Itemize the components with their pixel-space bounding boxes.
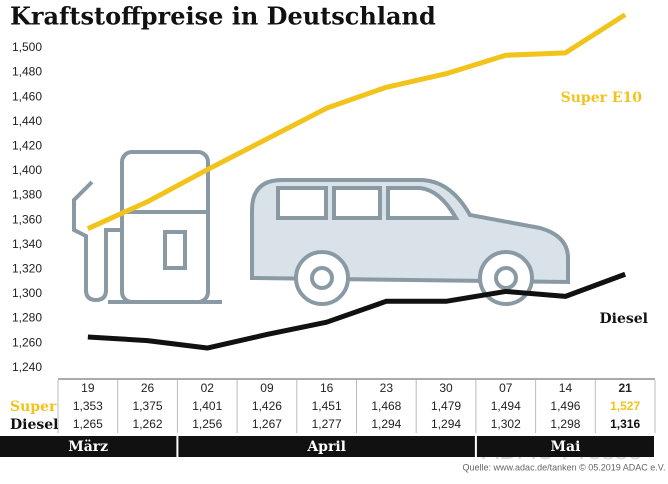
series-line [86, 12, 627, 231]
car-hub [310, 266, 334, 290]
table-value: 1,426 [252, 399, 282, 413]
table-value: 1,316 [610, 417, 640, 431]
month-band [178, 436, 475, 457]
pump-display [163, 230, 187, 270]
table-value: 1,302 [491, 417, 521, 431]
y-tick-label: 1,240 [12, 360, 42, 374]
month-label: März [68, 439, 108, 455]
car-window [386, 186, 460, 220]
series-line [87, 271, 627, 351]
y-tick-label: 1,420 [12, 138, 42, 152]
series-label: Super E10 [561, 90, 643, 106]
month-band [476, 436, 654, 457]
table-value: 1,494 [491, 399, 521, 413]
illustration [72, 150, 570, 306]
series-label: Diesel [600, 311, 648, 327]
y-tick-label: 1,440 [12, 114, 42, 128]
y-tick-label: 1,380 [12, 188, 42, 202]
pump-hose [72, 180, 122, 303]
table-value: 1,468 [371, 399, 401, 413]
y-tick-label: 1,320 [12, 261, 42, 275]
month-label: April [306, 439, 346, 455]
car-window [332, 186, 382, 220]
x-tick-label: 23 [380, 381, 394, 395]
y-tick-label: 1,360 [12, 212, 42, 226]
y-tick-label: 1,460 [12, 89, 42, 103]
table-value: 1,256 [192, 417, 222, 431]
table-value: 1,496 [550, 399, 580, 413]
table-value: 1,294 [371, 417, 401, 431]
x-tick-label: 07 [499, 381, 513, 395]
table-value: 1,267 [252, 417, 282, 431]
y-tick-label: 1,500 [12, 40, 42, 54]
table-value: 1,277 [312, 417, 342, 431]
month-band [0, 436, 177, 457]
y-tick-label: 1,480 [12, 65, 42, 79]
x-tick-label: 26 [141, 381, 155, 395]
table-value: 1,353 [73, 399, 103, 413]
y-tick-label: 1,400 [12, 163, 42, 177]
table-value: 1,298 [550, 417, 580, 431]
x-tick-label: 19 [81, 381, 95, 395]
car-window [276, 186, 328, 220]
y-tick-label: 1,300 [12, 286, 42, 300]
x-tick-label: 09 [260, 381, 274, 395]
table-value: 1,401 [192, 399, 222, 413]
table-value: 1,527 [610, 399, 640, 413]
y-tick-label: 1,340 [12, 237, 42, 251]
table-value: 1,294 [431, 417, 461, 431]
x-tick-label: 21 [618, 381, 632, 395]
row-label: Super [10, 399, 57, 415]
table-value: 1,262 [133, 417, 163, 431]
chart-title: Kraftstoffpreise in Deutschland [10, 2, 436, 31]
table-value: 1,265 [73, 417, 103, 431]
x-tick-label: 14 [559, 381, 573, 395]
car-wheel [294, 250, 350, 306]
x-tick-label: 16 [320, 381, 334, 395]
table-value: 1,479 [431, 399, 461, 413]
month-label: Mai [551, 439, 581, 455]
y-tick-label: 1,260 [12, 335, 42, 349]
row-label: Diesel [10, 417, 58, 433]
x-tick-label: 30 [439, 381, 453, 395]
y-tick-label: 1,280 [12, 311, 42, 325]
x-tick-label: 02 [201, 381, 215, 395]
table-value: 1,375 [133, 399, 163, 413]
car-hub [494, 266, 518, 290]
source: Quelle: www.adac.de/tanken © 05.2019 ADA… [463, 462, 666, 472]
table-value: 1,451 [312, 399, 342, 413]
